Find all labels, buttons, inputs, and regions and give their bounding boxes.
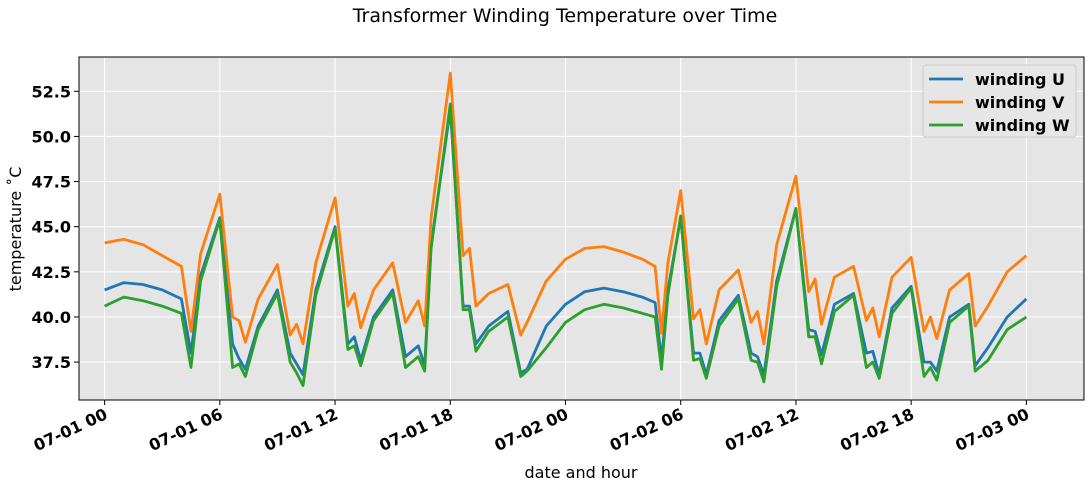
y-tick-label: 37.5 [32, 353, 71, 372]
legend-label: winding U [975, 70, 1065, 89]
x-tick-label: 07-02 06 [607, 404, 687, 455]
y-axis: 37.5 40.0 42.5 45.0 47.5 50.0 52.5 [32, 82, 79, 372]
legend: winding U winding V winding W [922, 64, 1077, 138]
x-axis-label: date and hour [525, 463, 638, 482]
y-tick-label: 50.0 [32, 127, 71, 146]
x-axis: 07-01 00 07-01 06 07-01 12 07-01 18 07-02 00… [31, 400, 1032, 455]
series-line-winding-v [104, 71, 1028, 346]
legend-label: winding W [975, 116, 1070, 135]
y-tick-label: 45.0 [32, 218, 71, 237]
x-tick-label: 07-01 12 [261, 404, 341, 455]
y-tick-label: 42.5 [32, 263, 71, 282]
y-tick-label: 52.5 [32, 82, 71, 101]
legend-label: winding V [975, 93, 1065, 112]
x-tick-label: 07-03 00 [952, 404, 1032, 455]
y-tick-label: 40.0 [32, 308, 71, 327]
legend-box [922, 64, 1077, 138]
x-tick-label: 07-02 00 [492, 404, 572, 455]
series-line-winding-w [104, 102, 1028, 387]
chart-title: Transformer Winding Temperature over Tim… [352, 5, 778, 27]
x-tick-label: 07-01 18 [376, 404, 456, 455]
y-axis-label: temperature ˚C [6, 167, 25, 292]
x-tick-label: 07-01 00 [31, 404, 111, 455]
series-lines [104, 71, 1028, 387]
x-tick-label: 07-02 18 [837, 404, 917, 455]
plot-frame [78, 56, 1085, 401]
x-tick-label: 07-02 12 [722, 404, 802, 455]
x-tick-label: 07-01 06 [146, 404, 226, 455]
y-tick-label: 47.5 [32, 173, 71, 192]
